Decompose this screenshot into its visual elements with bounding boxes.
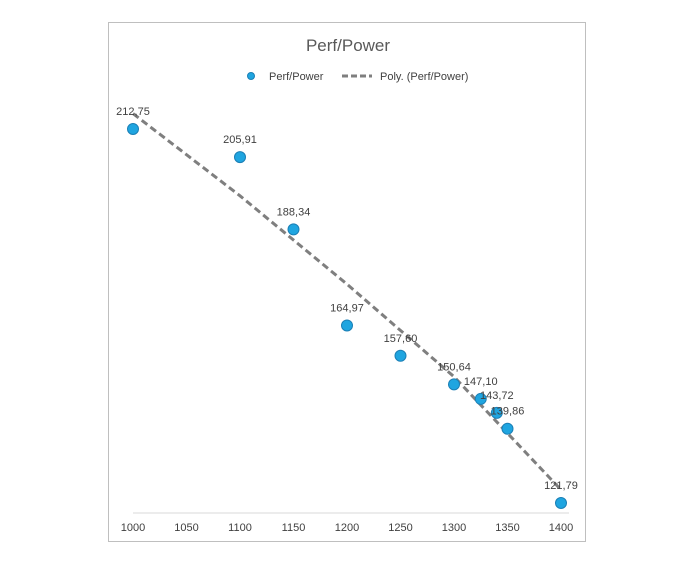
legend-label-perf-power: Perf/Power <box>269 71 324 83</box>
legend: Perf/Power Poly. (Perf/Power) <box>247 71 468 83</box>
x-tick-label: 1300 <box>442 522 466 534</box>
data-point <box>127 123 139 135</box>
x-tick-label: 1150 <box>282 522 306 534</box>
data-point <box>394 349 407 362</box>
trendline-layer <box>132 112 563 491</box>
data-label: 139,86 <box>491 406 525 418</box>
trendline <box>132 112 563 491</box>
data-label: 147,10 <box>464 376 498 388</box>
data-label: 205,91 <box>223 134 257 146</box>
data-point <box>341 319 353 332</box>
x-tick-label: 1100 <box>228 522 252 534</box>
data-label: 164,97 <box>330 302 364 314</box>
legend-marker-perf-power <box>247 72 255 80</box>
data-label: 212,75 <box>116 106 150 118</box>
x-axis-ticks: 1000 1050 1100 1150 1200 1250 1300 1350 1400 <box>121 522 573 534</box>
data-point <box>474 392 487 405</box>
data-label: 150,64 <box>437 361 471 373</box>
x-tick-label: 1200 <box>335 522 359 534</box>
data-point <box>234 151 246 164</box>
data-point <box>448 378 460 391</box>
x-tick-label: 1350 <box>495 522 519 534</box>
data-label: 143,72 <box>480 390 514 402</box>
data-point <box>555 497 567 509</box>
data-point <box>287 223 300 236</box>
chart-title: Perf/Power <box>306 36 390 55</box>
x-tick-label: 1400 <box>549 522 573 534</box>
data-points-layer <box>127 123 567 509</box>
x-tick-label: 1050 <box>174 522 198 534</box>
data-label: 188,34 <box>277 206 311 218</box>
data-point <box>501 422 514 435</box>
data-point <box>490 406 503 419</box>
data-label: 121,79 <box>544 480 578 492</box>
x-tick-label: 1250 <box>388 522 412 534</box>
data-labels-layer: 212,75 205,91 188,34 164,97 157,60 150,64 147,… <box>116 106 578 492</box>
chart-svg: Perf/Power Perf/Power Poly. (Perf/Power)… <box>116 36 578 534</box>
data-label: 157,60 <box>384 333 418 345</box>
x-tick-label: 1000 <box>121 522 145 534</box>
legend-label-trendline: Poly. (Perf/Power) <box>380 71 468 83</box>
chart-area: Perf/Power Perf/Power Poly. (Perf/Power)… <box>108 22 586 542</box>
